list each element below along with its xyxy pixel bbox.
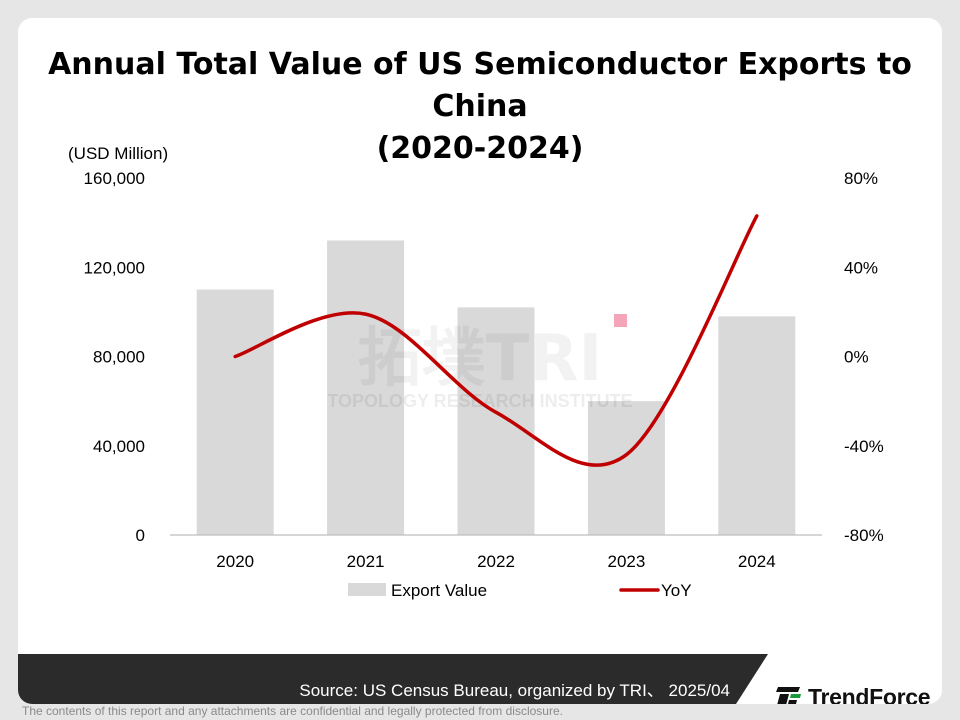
title-line-2: (2020-2024) xyxy=(376,131,584,166)
y-left-tick-label: 0 xyxy=(136,526,145,545)
line-yoy xyxy=(233,214,759,467)
x-tick-label: 2022 xyxy=(477,552,515,571)
y-left-tick-label: 40,000 xyxy=(93,437,145,456)
bar-export-value xyxy=(457,307,535,535)
source-note: Source: US Census Bureau, organized by T… xyxy=(299,681,730,700)
y-left-tick-label: 160,000 xyxy=(84,169,145,188)
x-tick-label: 2020 xyxy=(216,552,254,571)
trendforce-mark-icon xyxy=(776,687,801,704)
bar-export-value xyxy=(327,240,405,535)
y-right-tick-label: -40% xyxy=(844,437,884,456)
chart-plot: (USD Million) 0 40,000 80,000 120,000 160,000… xyxy=(68,144,884,600)
y-left-tick-label: 120,000 xyxy=(84,258,145,277)
y-left-tick-label: 80,000 xyxy=(93,348,145,367)
y-right-tick-label: 40% xyxy=(844,258,878,277)
legend-label-export-value: Export Value xyxy=(391,581,487,600)
y-right-tick-label: 80% xyxy=(844,169,878,188)
y-right-tick-label: -80% xyxy=(844,526,884,545)
x-tick-label: 2021 xyxy=(347,552,385,571)
x-tick-label: 2024 xyxy=(738,552,776,571)
brand-name: TrendForce xyxy=(808,683,931,705)
bar-export-value xyxy=(718,316,796,535)
watermark-logo: 拓墣TRI xyxy=(358,322,603,396)
legend-swatch-export-value xyxy=(348,583,386,596)
watermark-mark xyxy=(614,314,627,327)
bar-export-value xyxy=(196,289,274,535)
legend-label-yoy: YoY xyxy=(661,581,692,600)
disclaimer: The contents of this report and any atta… xyxy=(22,704,563,718)
x-tick-label: 2023 xyxy=(607,552,645,571)
chart-card: Annual Total Value of US Semiconductor E… xyxy=(18,18,942,704)
y-axis-unit-label: (USD Million) xyxy=(68,144,168,163)
title-line-1: Annual Total Value of US Semiconductor E… xyxy=(48,47,912,124)
y-right-tick-label: 0% xyxy=(844,348,869,367)
trendforce-logo: TrendForce xyxy=(776,682,931,705)
chart-title: Annual Total Value of US Semiconductor E… xyxy=(18,44,942,170)
